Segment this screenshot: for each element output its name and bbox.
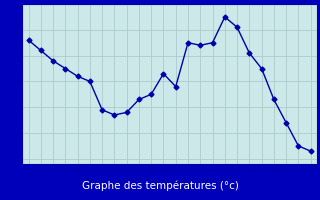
Text: Graphe des températures (°c): Graphe des températures (°c): [82, 181, 238, 191]
